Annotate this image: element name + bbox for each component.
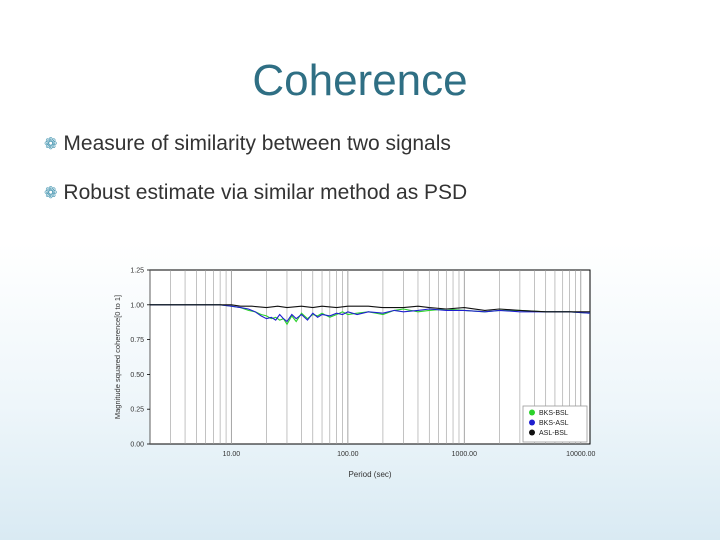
y-tick-label: 1.25 [130, 268, 144, 275]
slide-title: Coherence [252, 56, 468, 105]
x-axis-label: Period (sec) [348, 470, 391, 479]
y-tick-label: 0.25 [130, 407, 144, 414]
legend: BKS-BSL BKS-ASL ASL-BSL [522, 405, 588, 443]
bullet-item: ❁ Measure of similarity between two sign… [44, 132, 451, 156]
y-tick-labels: 0.00 0.25 0.50 0.75 1.00 1.25 [130, 268, 150, 449]
bullet-swirl-icon: ❁ [44, 136, 58, 153]
legend-label: BKS-BSL [539, 410, 569, 417]
series-lines [150, 304, 591, 326]
y-tick-label: 1.00 [130, 302, 144, 309]
bullet-item: ❁ Robust estimate via similar method as … [44, 181, 467, 205]
grid-lines [149, 270, 582, 444]
y-tick-label: 0.00 [130, 442, 144, 449]
x-tick-label: 10.00 [223, 451, 241, 458]
legend-label: BKS-ASL [539, 420, 569, 427]
bullet-text: Measure of similarity between two signal… [63, 132, 451, 155]
series-line-bks-asl [150, 304, 591, 323]
x-tick-label: 100.00 [337, 451, 359, 458]
y-axis-label: Magnitude squared coherence[0 to 1] [113, 295, 122, 419]
x-tick-label: 1000.00 [452, 451, 477, 458]
y-tick-label: 0.50 [130, 372, 144, 379]
legend-marker [529, 419, 535, 426]
legend-marker [529, 429, 535, 436]
x-tick-labels: 10.00 100.00 1000.00 10000.00 [223, 451, 596, 458]
y-tick-label: 0.75 [130, 337, 144, 344]
coherence-chart: 0.00 0.25 0.50 0.75 1.00 1.25 10.00 100.00 1000… [108, 258, 598, 488]
plot-area [149, 269, 591, 445]
bullet-swirl-icon: ❁ [44, 185, 58, 202]
series-line-asl-bsl [150, 304, 590, 313]
legend-marker [529, 409, 535, 416]
x-tick-label: 10000.00 [566, 451, 595, 458]
bullet-text: Robust estimate via similar method as PS… [63, 181, 468, 204]
chart-svg: 0.00 0.25 0.50 0.75 1.00 1.25 10.00 100.00 1000… [113, 268, 596, 480]
legend-label: ASL-BSL [539, 430, 568, 437]
